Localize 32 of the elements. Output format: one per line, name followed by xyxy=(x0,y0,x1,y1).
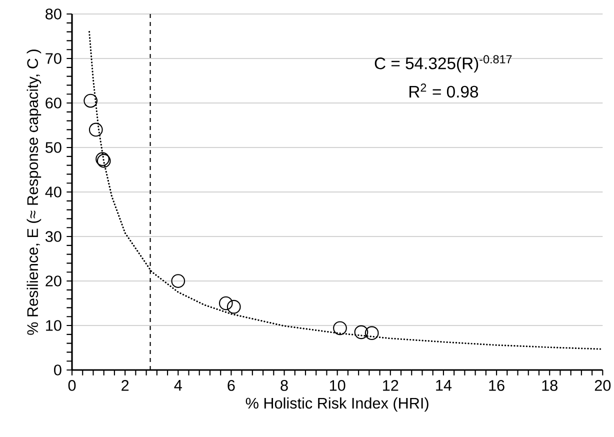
point xyxy=(226,300,241,314)
x-tick-label: 10 xyxy=(330,380,346,391)
point xyxy=(354,325,368,340)
y-tick-label: 70 xyxy=(46,53,62,64)
x-tick-label: 12 xyxy=(383,380,398,391)
y-tick-label: 60 xyxy=(46,98,62,108)
y-tick-label: 50 xyxy=(46,142,62,153)
point xyxy=(171,274,186,288)
x-tick-label: 6 xyxy=(228,380,235,391)
y-tick-label: 80 xyxy=(46,8,62,20)
x-tick-label: 0 xyxy=(68,380,76,391)
y-tick-label: 20 xyxy=(46,276,62,286)
y-tick-label: 10 xyxy=(46,320,62,331)
x-tick-label: 14 xyxy=(436,380,452,391)
x-tick-label: 8 xyxy=(280,380,288,391)
annotation: C = 54.325(R)$^{-0.817}$ xyxy=(374,55,512,73)
point xyxy=(364,326,379,340)
annotation: R$^{2}$ = 0.98 xyxy=(410,83,478,98)
x-tick-label: 18 xyxy=(542,380,558,391)
x-tick-label: 20 xyxy=(594,380,611,391)
x-tick-label: 16 xyxy=(489,380,504,391)
y-tick-label: 0 xyxy=(54,364,62,376)
x-tick-label: 4 xyxy=(174,380,182,391)
y-tick-label: 30 xyxy=(45,231,62,242)
point xyxy=(333,321,347,336)
y-axis-title: % Resilience, E (≈ Response capacity, C ) xyxy=(26,50,42,335)
x-axis-title: % Holistic Risk Index (HRI) xyxy=(246,397,428,412)
point xyxy=(218,296,233,310)
point xyxy=(88,122,103,137)
y-tick-label: 40 xyxy=(45,186,62,198)
point xyxy=(84,94,98,108)
x-tick-label: 2 xyxy=(122,380,129,391)
